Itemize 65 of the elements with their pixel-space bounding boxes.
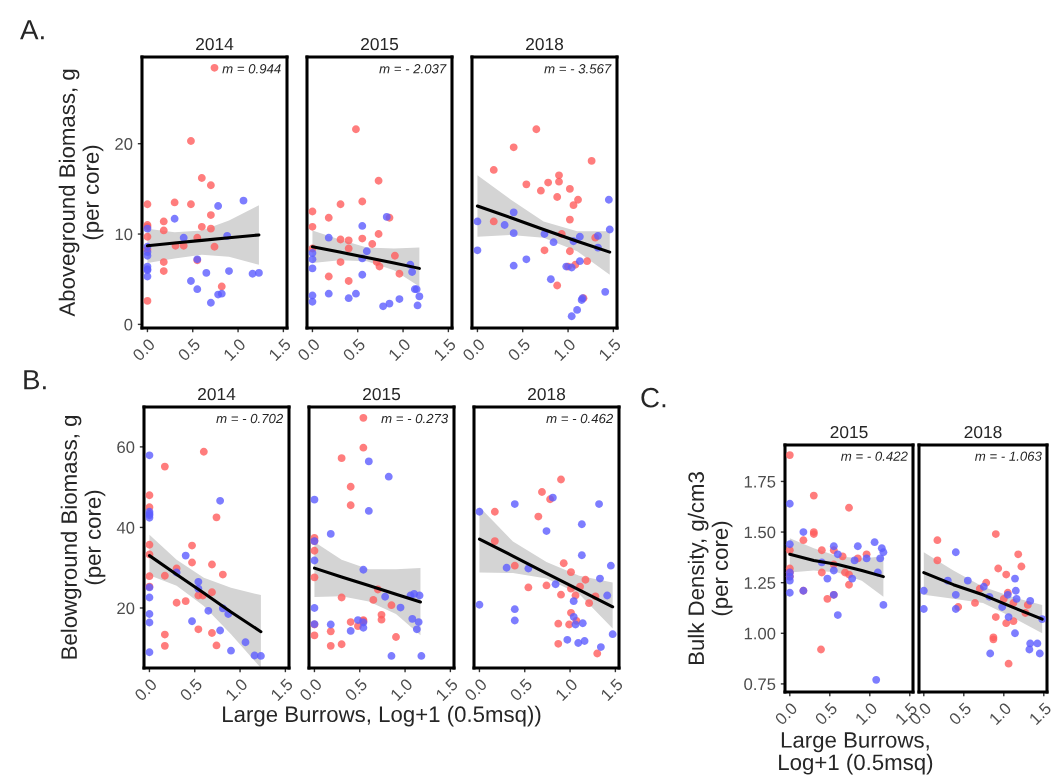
x-tick-label: 1.0 <box>222 337 247 362</box>
x-tick-label: 0.5 <box>179 677 203 702</box>
y-tick-label: 20 <box>115 138 133 150</box>
x-tick-label: 0.0 <box>298 677 323 702</box>
annotation: m = - 1.063 <box>975 451 1042 461</box>
chart-title: 2018 <box>528 387 566 401</box>
y-tick-label: 0.75 <box>744 678 776 691</box>
x-tick-label: 1.5 <box>598 337 622 362</box>
x-tick-label: 1.0 <box>554 677 579 702</box>
x-tick-label: 0.0 <box>463 677 488 702</box>
chart-title: 2018 <box>964 425 1002 439</box>
text: A. <box>20 20 44 40</box>
y-tick-label: 40 <box>116 521 135 534</box>
x-tick-label: 0.0 <box>133 677 158 702</box>
x-tick-label: 1.0 <box>224 677 249 702</box>
annotation: m = - 0.462 <box>546 413 614 424</box>
x-tick-label: 1.5 <box>435 677 459 702</box>
x-axis-title: Large Burrows, Log+1 (0.5msq) <box>779 732 933 775</box>
x-tick-label: 0.5 <box>814 701 838 726</box>
x-tick-label: 0.0 <box>131 337 156 362</box>
x-tick-label: 1.5 <box>433 337 457 362</box>
x-tick-label: 0.0 <box>774 701 798 726</box>
x-tick-label: 0.0 <box>461 337 486 362</box>
y-tick-label: 1.00 <box>744 627 776 640</box>
annotation: m = - 3.567 <box>544 64 612 74</box>
x-tick-label: 0.5 <box>177 337 201 362</box>
annotation: m = - 0.702 <box>216 413 284 424</box>
y-tick-label: 1.75 <box>744 476 776 488</box>
chart-title: 2014 <box>196 37 234 51</box>
y-axis-title: Bulk Density, g/cm3 (per core) <box>687 472 733 665</box>
y-tick-label: 0 <box>124 318 133 331</box>
x-tick-label: 0.5 <box>507 337 531 362</box>
chart-title: 2014 <box>198 387 236 401</box>
chart-title: 2015 <box>361 37 399 51</box>
x-tick-label: 1.5 <box>1028 701 1052 726</box>
annotation: m = - 0.422 <box>841 451 908 461</box>
annotation: m = - 2.037 <box>379 64 447 74</box>
y-axis-title: Belowground Biomass, g (per core) <box>60 416 106 659</box>
y-axis-title: Aboveground Biomass, g (per core) <box>58 69 104 317</box>
y-tick-label: 1.50 <box>744 526 776 539</box>
x-tick-label: 0.5 <box>344 677 368 702</box>
x-tick-label: 0.0 <box>296 337 321 362</box>
x-tick-label: 1.0 <box>387 337 412 362</box>
x-tick-label: 1.0 <box>988 701 1012 726</box>
x-tick-label: 1.5 <box>600 677 624 702</box>
x-tick-label: 1.5 <box>270 677 294 702</box>
chart-title: 2015 <box>363 387 401 401</box>
y-tick-label: 10 <box>115 228 133 241</box>
text: C. <box>641 387 666 408</box>
chart-title: 2015 <box>830 425 868 439</box>
x-tick-label: 1.5 <box>268 337 292 362</box>
text: B. <box>24 370 46 390</box>
x-tick-label: 0.5 <box>509 677 533 702</box>
x-axis-title: Large Burrows, Log+1 (0.5msq)) <box>223 705 541 727</box>
chart-title: 2018 <box>526 37 564 51</box>
annotation: m = - 0.273 <box>381 413 449 424</box>
x-tick-label: 0.5 <box>342 337 366 362</box>
y-tick-label: 1.25 <box>744 577 776 589</box>
x-tick-label: 1.0 <box>854 701 878 726</box>
annotation: m = 0.944 <box>222 64 281 74</box>
x-tick-label: 1.0 <box>389 677 414 702</box>
x-tick-label: 1.0 <box>552 337 577 362</box>
x-tick-label: 0.5 <box>948 701 972 726</box>
y-tick-label: 20 <box>117 602 135 615</box>
y-tick-label: 60 <box>117 441 135 454</box>
